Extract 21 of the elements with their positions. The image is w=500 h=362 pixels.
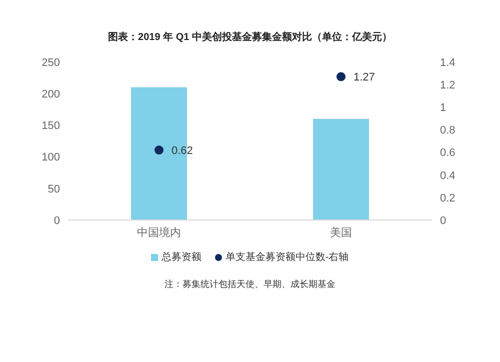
y2-tick-label: 0.2 [440,192,456,204]
legend-label: 总募资额 [161,250,202,264]
x-tick-label: 中国境内 [137,226,181,239]
y-tick-label: 250 [42,56,60,69]
y2-tick-label: 1.4 [440,56,456,69]
y2-tick-label: 0.8 [440,124,456,137]
y2-tick-label: 0.4 [440,170,456,182]
y-tick-label: 50 [48,183,60,196]
data-label: 1.27 [354,72,375,84]
y-tick-label: 200 [42,88,60,101]
y2-tick-label: 0.6 [440,147,456,160]
legend-label: 单支基金募资额中位数-右轴 [225,250,349,264]
y2-tick-label: 1.2 [440,79,456,92]
x-tick-label: 美国 [330,226,352,239]
y2-tick-label: 0 [440,214,446,227]
y2-tick-label: 1 [440,102,446,114]
y-tick-label: 0 [54,214,60,227]
text: 注：募集统计包括天使、早期、成长期基金 [164,278,336,291]
chart-title: 图表：2019 年 Q1 中美创投基金募集金额对比（单位：亿美元） [107,30,393,44]
y-tick-label: 100 [42,152,60,164]
y-tick-label: 150 [42,120,60,132]
